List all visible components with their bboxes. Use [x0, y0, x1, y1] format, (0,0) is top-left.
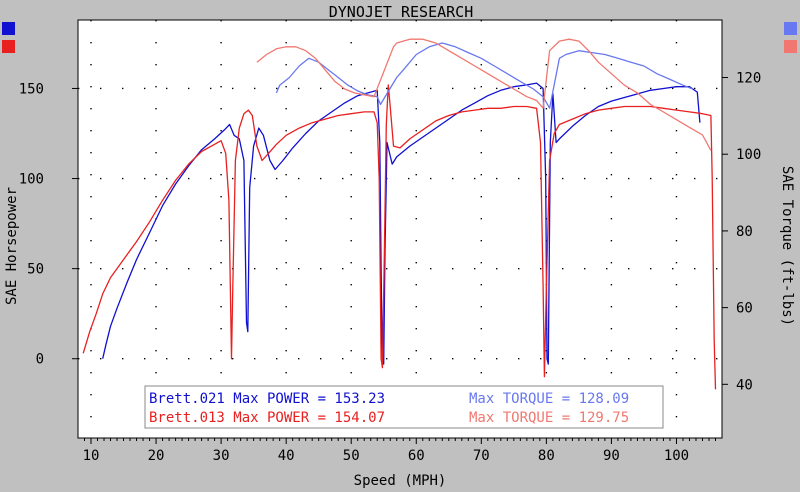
legend-run-021-power: Brett.021 Max POWER = 153.23	[149, 391, 385, 407]
y-left-tick-label-150: 150	[19, 81, 44, 97]
series-color-square-lightred-right	[784, 40, 797, 53]
y-left-tick-label-100: 100	[19, 172, 44, 188]
x-tick-label-30: 30	[213, 448, 230, 464]
x-tick-label-10: 10	[83, 448, 100, 464]
x-axis-label: Speed (MPH)	[354, 473, 447, 489]
y-right-tick-label-40: 40	[736, 377, 753, 393]
y-right-tick-label-80: 80	[736, 224, 753, 240]
y-left-tick-label-0: 0	[36, 352, 44, 368]
x-tick-label-60: 60	[408, 448, 425, 464]
x-tick-label-50: 50	[343, 448, 360, 464]
chart-title: DYNOJET RESEARCH	[329, 3, 474, 21]
legend-box	[144, 385, 664, 429]
axis-ticks: 10 20 30 40 50 60 70 80 90 100 0 50 100 150 40 60 80 100 1…	[19, 71, 762, 464]
x-tick-label-100: 100	[664, 448, 689, 464]
legend-run-021-torque: Max TORQUE = 128.09	[469, 391, 629, 407]
plot-area	[78, 20, 722, 438]
legend-run-013-torque: Max TORQUE = 129.75	[469, 410, 629, 426]
legend: Brett.021 Max POWER = 153.23 Max TORQUE …	[144, 385, 664, 429]
run021-torque-line	[275, 42, 693, 109]
series-color-square-lightblue-right	[784, 22, 797, 35]
run013-torque-line	[256, 38, 712, 151]
x-tick-label-70: 70	[473, 448, 490, 464]
series-group	[82, 38, 717, 390]
y-right-tick-label-60: 60	[736, 301, 753, 317]
plot-border	[77, 19, 723, 439]
x-tick-label-90: 90	[603, 448, 620, 464]
y-right-tick-label-100: 100	[736, 147, 761, 163]
series-color-square-blue-left	[2, 22, 15, 35]
run013-power-line	[82, 84, 717, 390]
y-left-tick-label-50: 50	[27, 262, 44, 278]
x-tick-label-20: 20	[148, 448, 165, 464]
y-axis-left-label: SAE Horsepower	[4, 187, 20, 305]
series-color-square-red-left	[2, 40, 15, 53]
y-axis-right-label: SAE Torque (ft-lbs)	[779, 166, 795, 326]
y-right-tick-label-120: 120	[736, 71, 761, 87]
x-tick-label-80: 80	[538, 448, 555, 464]
x-tick-label-40: 40	[278, 448, 295, 464]
legend-run-013-power: Brett.013 Max POWER = 154.07	[149, 410, 385, 426]
